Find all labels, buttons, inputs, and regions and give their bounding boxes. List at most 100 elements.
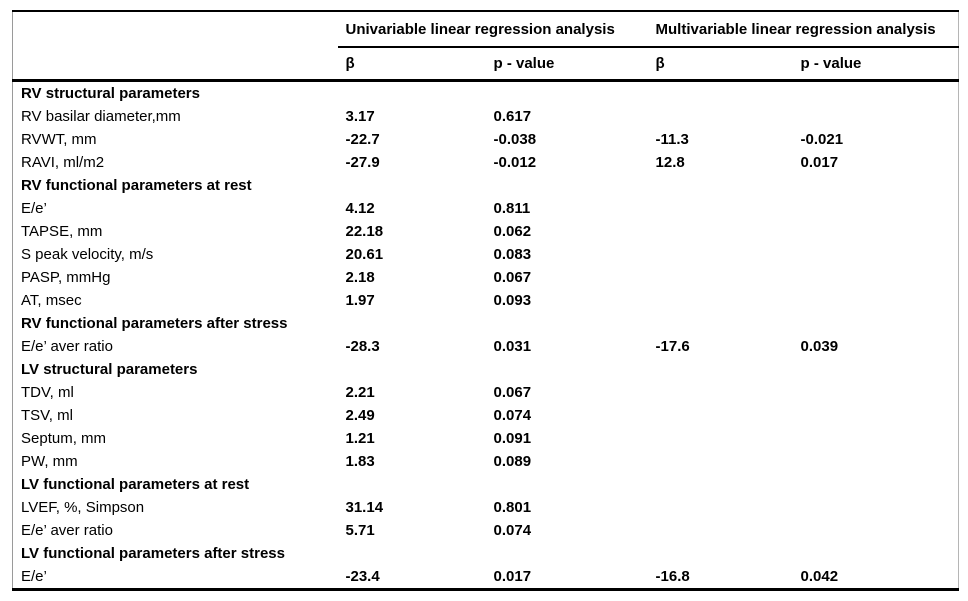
uni-pvalue-value: 0.031 xyxy=(493,338,532,355)
table-row: TDV, ml 2.21 0.067 xyxy=(13,381,959,404)
uni-beta-value: -27.9 xyxy=(345,154,380,171)
row-label: LVEF, %, Simpson xyxy=(21,499,145,516)
uni-beta-value: 22.18 xyxy=(345,223,384,240)
multi-pvalue-value xyxy=(793,542,959,565)
table-row: PASP, mmHg 2.18 0.067 xyxy=(13,266,959,289)
table-body: RV structural parameters RV basilar diam… xyxy=(13,81,959,590)
uni-beta-value xyxy=(338,312,486,335)
multi-beta-value xyxy=(648,220,793,243)
table-row: E/e’ 4.12 0.811 xyxy=(13,197,959,220)
row-label: RV functional parameters at rest xyxy=(21,177,252,194)
table-row: RV structural parameters xyxy=(13,81,959,106)
multi-pvalue-value xyxy=(793,427,959,450)
uni-beta-value xyxy=(338,81,486,106)
uni-beta-header: β xyxy=(337,47,486,82)
univariable-group-header: Univariable linear regression analysis xyxy=(337,11,648,48)
table-header: Univariable linear regression analysis M… xyxy=(12,11,959,82)
uni-beta-value: -22.7 xyxy=(345,131,380,148)
uni-pvalue-value xyxy=(486,81,648,106)
row-label: TSV, ml xyxy=(21,407,73,424)
table-row: LV functional parameters after stress xyxy=(13,542,959,565)
group-header-row: Univariable linear regression analysis M… xyxy=(13,11,959,48)
uni-beta-value: 1.21 xyxy=(345,430,375,447)
corner-cell xyxy=(13,11,338,47)
multi-beta-value xyxy=(648,450,793,473)
uni-beta-value: 2.18 xyxy=(345,269,375,286)
uni-pvalue-value xyxy=(486,473,648,496)
uni-beta-value xyxy=(338,473,486,496)
multi-beta-value xyxy=(648,358,793,381)
uni-beta-value: 20.61 xyxy=(345,246,384,263)
uni-beta-value: -23.4 xyxy=(345,568,380,585)
row-label: TAPSE, mm xyxy=(21,223,103,240)
multi-pvalue-header: p - value xyxy=(792,47,959,82)
row-label: RVWT, mm xyxy=(21,131,97,148)
multi-pvalue-value xyxy=(793,450,959,473)
table-row: RV basilar diameter,mm 3.17 0.617 xyxy=(13,105,959,128)
multi-pvalue-value: -0.021 xyxy=(800,131,844,148)
uni-pvalue-value: -0.012 xyxy=(493,154,537,171)
table-row: RAVI, ml/m2 -27.9 -0.012 12.8 0.017 xyxy=(13,151,959,174)
multi-beta-value xyxy=(648,473,793,496)
multi-beta-value xyxy=(648,197,793,220)
table-row: LV structural parameters xyxy=(13,358,959,381)
row-label: RAVI, ml/m2 xyxy=(21,154,105,171)
row-label: LV structural parameters xyxy=(21,361,198,378)
multi-pvalue-value xyxy=(793,220,959,243)
multi-beta-value: -16.8 xyxy=(655,568,690,585)
table-row: S peak velocity, m/s 20.61 0.083 xyxy=(13,243,959,266)
multivariable-group-header: Multivariable linear regression analysis xyxy=(647,11,959,48)
uni-pvalue-value: 0.801 xyxy=(493,499,532,516)
multi-pvalue-value xyxy=(793,243,959,266)
uni-pvalue-value: -0.038 xyxy=(493,131,537,148)
multi-pvalue-value xyxy=(793,358,959,381)
uni-pvalue-value: 0.617 xyxy=(493,108,532,125)
uni-beta-value: 1.83 xyxy=(345,453,375,470)
row-label: S peak velocity, m/s xyxy=(21,246,154,263)
row-label: RV structural parameters xyxy=(21,85,200,102)
row-label: LV functional parameters at rest xyxy=(21,476,250,493)
uni-pvalue-value: 0.017 xyxy=(493,568,532,585)
uni-pvalue-value: 0.067 xyxy=(493,269,532,286)
uni-pvalue-value: 0.091 xyxy=(493,430,532,447)
multi-beta-value xyxy=(648,519,793,542)
multi-beta-value xyxy=(648,81,793,106)
multi-beta-value xyxy=(648,496,793,519)
multi-beta-value xyxy=(648,174,793,197)
uni-pvalue-value xyxy=(486,358,648,381)
uni-pvalue-value: 0.062 xyxy=(493,223,532,240)
row-label: E/e’ xyxy=(21,200,47,217)
uni-pvalue-value xyxy=(486,174,648,197)
uni-pvalue-value xyxy=(486,312,648,335)
table-row: E/e’ -23.4 0.017 -16.8 0.042 xyxy=(13,565,959,590)
uni-beta-value: 2.21 xyxy=(345,384,375,401)
table-row: PW, mm 1.83 0.089 xyxy=(13,450,959,473)
multi-pvalue-value: 0.039 xyxy=(800,338,839,355)
multi-beta-value xyxy=(648,312,793,335)
uni-pvalue-value xyxy=(486,542,648,565)
regression-table: Univariable linear regression analysis M… xyxy=(12,10,960,591)
uni-pvalue-value: 0.074 xyxy=(493,407,532,424)
row-label: RV functional parameters after stress xyxy=(21,315,288,332)
multi-pvalue-value: 0.042 xyxy=(800,568,839,585)
row-label: LV functional parameters after stress xyxy=(21,545,285,562)
row-label: PW, mm xyxy=(21,453,78,470)
table-row: AT, msec 1.97 0.093 xyxy=(13,289,959,312)
table-row: TSV, ml 2.49 0.074 xyxy=(13,404,959,427)
uni-beta-value: -28.3 xyxy=(345,338,380,355)
multi-beta-value xyxy=(648,404,793,427)
table-row: LVEF, %, Simpson 31.14 0.801 xyxy=(13,496,959,519)
multi-beta-value xyxy=(648,289,793,312)
table-row: E/e’ aver ratio -28.3 0.031 -17.6 0.039 xyxy=(13,335,959,358)
multi-pvalue-value xyxy=(793,174,959,197)
multi-beta-value: 12.8 xyxy=(655,154,685,171)
multi-pvalue-value xyxy=(793,289,959,312)
multi-beta-header: β xyxy=(647,47,793,82)
multi-beta-value xyxy=(648,105,793,128)
row-label: PASP, mmHg xyxy=(21,269,111,286)
multi-pvalue-value xyxy=(793,519,959,542)
uni-pvalue-value: 0.093 xyxy=(493,292,532,309)
table-row: Septum, mm 1.21 0.091 xyxy=(13,427,959,450)
table-row: RVWT, mm -22.7 -0.038 -11.3 -0.021 xyxy=(13,128,959,151)
